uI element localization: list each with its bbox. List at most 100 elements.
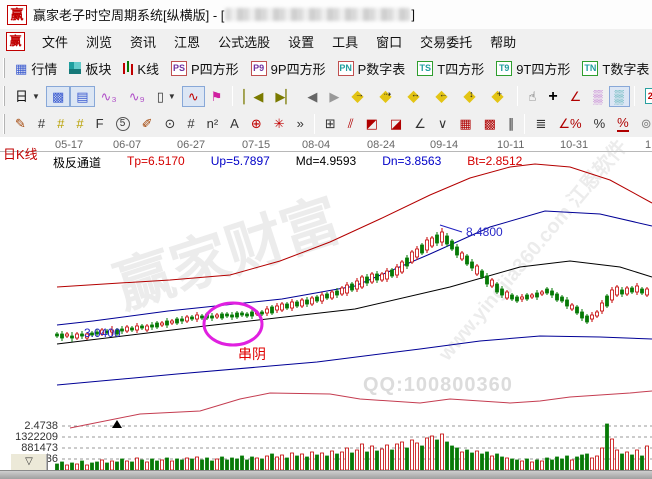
p-square-button[interactable]: PS P四方形 (165, 56, 245, 81)
gann-diamond-vert-button[interactable]: ◆ ↕ (457, 85, 485, 107)
flag-chart-button[interactable]: ⚑ (205, 86, 229, 107)
percent-button[interactable]: % (588, 113, 612, 134)
purple-pattern-button[interactable]: ▒ (587, 86, 608, 107)
angle-measure-button[interactable]: ∠ (564, 86, 588, 107)
angle-lines-button[interactable]: ∠ (408, 113, 432, 134)
prev-bar-button[interactable]: ◀ (301, 86, 323, 107)
hash-button[interactable]: # (181, 113, 200, 134)
red-grid-button[interactable]: ▦ (453, 113, 477, 134)
red-grid-arrow-button[interactable]: ▩ (478, 113, 502, 134)
kline-button[interactable]: K线 (117, 56, 165, 81)
nine-p-square-button-label: 9P四方形 (270, 61, 326, 77)
wave3-button[interactable]: ∿₃ (95, 86, 123, 107)
compass-star-button[interactable]: ✳ (268, 113, 291, 134)
menu-item-文件[interactable]: 文件 (42, 35, 69, 50)
gann-diamond-both-button[interactable]: ◆ ↔ (401, 85, 429, 107)
kline-button-label: K线 (137, 61, 159, 77)
menu-item-浏览[interactable]: 浏览 (86, 35, 113, 50)
parallel-lines-button[interactable]: ∥ (502, 113, 521, 134)
net-tool-button[interactable]: ▩ (45, 85, 71, 107)
date-tick-06-07: 06-07 (113, 139, 142, 151)
gann-diamond-right-button[interactable]: ◆ → (345, 85, 373, 107)
ruler-steps-button[interactable]: ≣ (529, 113, 552, 134)
spiral5-button[interactable]: 5 (110, 114, 136, 134)
menu-item-资讯[interactable]: 资讯 (130, 35, 157, 50)
purple-pattern-icon: ▒ (593, 88, 603, 104)
t-square-button[interactable]: TS T四方形 (411, 56, 490, 81)
next-bar-button[interactable]: ▶ (323, 86, 345, 107)
f-grid-button[interactable]: F (90, 113, 110, 134)
list-doc-button[interactable]: ▤ (70, 85, 95, 107)
price-low-label: 2.4738 (24, 420, 58, 432)
square-fan2-button[interactable]: ◪ (384, 113, 408, 134)
period-day-dropdown[interactable]: 日 ▼ (9, 86, 46, 107)
more-tools-button[interactable]: » (291, 113, 310, 134)
hand-icon: ☝ (528, 88, 537, 104)
candle-style-dropdown[interactable]: ▯ ▼ (151, 86, 182, 107)
arrow-left-icon: ◀ (307, 88, 318, 104)
t-number-table-button[interactable]: TN T数字表 (576, 56, 652, 81)
frame-tool-button[interactable]: ⊞ (319, 113, 342, 134)
nine-p-square-button[interactable]: P9 9P四方形 (245, 56, 332, 81)
hand-tool-button[interactable]: ☝ (522, 86, 542, 107)
menu-item-帮助[interactable]: 帮助 (490, 35, 517, 50)
square-fan-button[interactable]: ◩ (360, 113, 384, 134)
marker-triangle (112, 420, 122, 428)
menu-logo-icon: 赢 (6, 32, 25, 51)
angle-percent-button[interactable]: ∠% (552, 113, 587, 134)
fan-lines-button[interactable]: ⫽ (342, 113, 360, 134)
sectors-button[interactable]: 板块 (63, 56, 117, 81)
menu-bar: 赢 文件 浏览 资讯 江恩 公式选股 设置 工具 窗口 交易委托 帮助 (0, 29, 652, 55)
circle-cross-button[interactable]: ⊕ (245, 113, 268, 134)
v-lines-button[interactable]: ∨ (432, 113, 454, 134)
cycle-brain-button[interactable]: ▒ (608, 85, 630, 107)
fan-lines-icon: ⫽ (347, 116, 354, 131)
t-number-table-button-label: T数字表 (602, 61, 650, 77)
gann-diamond-fwd-button[interactable]: ◆ ⇢ (373, 85, 401, 107)
gann-diamond-all-button[interactable]: ◆ + (485, 85, 513, 107)
toolbar-separator (232, 86, 234, 106)
gold-hash-icon: # (57, 116, 65, 131)
calendar-button[interactable]: 21 (639, 85, 652, 107)
circle-cross-icon: ⊕ (250, 116, 262, 131)
last-bar-button[interactable]: ▶▏ (269, 86, 301, 107)
date-tick-05-17: 05-17 (55, 139, 84, 151)
hash-grid-icon: # (37, 116, 46, 131)
gold-grid-button[interactable]: # (51, 113, 70, 134)
gann-diamond-left-button[interactable]: ◆ ← (429, 85, 457, 107)
pen-ruler-button[interactable]: ✐ (136, 113, 159, 134)
percent-line-button[interactable]: % (611, 112, 635, 135)
chart-canvas[interactable] (0, 137, 652, 470)
time-circle-button[interactable]: ⊙ (158, 113, 181, 134)
hash-icon: # (187, 116, 195, 131)
brush-tool-button[interactable]: ✎ (9, 113, 32, 134)
date-tick-1: 1 (645, 139, 652, 151)
menu-item-公式选股[interactable]: 公式选股 (218, 35, 271, 50)
frame-icon: ⊞ (324, 116, 336, 131)
menu-item-江恩[interactable]: 江恩 (174, 35, 201, 50)
menu-item-窗口[interactable]: 窗口 (376, 35, 403, 50)
menu-item-设置[interactable]: 设置 (288, 35, 315, 50)
nine-t-square-button[interactable]: T9 9T四方形 (490, 56, 576, 81)
p-number-table-button[interactable]: PN P数字表 (332, 56, 412, 81)
square-fan-icon: ◩ (365, 116, 378, 131)
indicator-name: 极反通道 (53, 156, 102, 170)
volume-pane-dropdown-button[interactable]: ▽ (10, 453, 48, 470)
first-bar-button[interactable]: ▏◀ (237, 86, 269, 107)
red-wave-button[interactable]: ∿ (181, 85, 205, 107)
quotes-button[interactable]: ▦ 行情 (9, 56, 63, 81)
n-squared-button[interactable]: n² (201, 113, 225, 134)
wave9-button[interactable]: ∿₉ (123, 86, 151, 107)
dropdown-arrow-icon: ▼ (167, 91, 176, 101)
menu-item-工具[interactable]: 工具 (332, 35, 359, 50)
crosshair-button[interactable]: + (542, 86, 563, 107)
period-label: 日K线 (3, 147, 38, 162)
title-bar: 赢 赢家老子时空周期系统[纵横版] - [ ] (0, 0, 652, 30)
text-label-button[interactable]: A (224, 113, 245, 134)
calendar-21-icon: 21 (644, 88, 652, 104)
gold-grid2-button[interactable]: # (70, 113, 89, 134)
gann-grid-button[interactable]: # (32, 113, 51, 134)
edge-circle-button[interactable]: ⊚ (635, 113, 652, 134)
menu-item-交易委托[interactable]: 交易委托 (420, 35, 473, 50)
clock-circle-icon: ⊙ (164, 116, 176, 131)
